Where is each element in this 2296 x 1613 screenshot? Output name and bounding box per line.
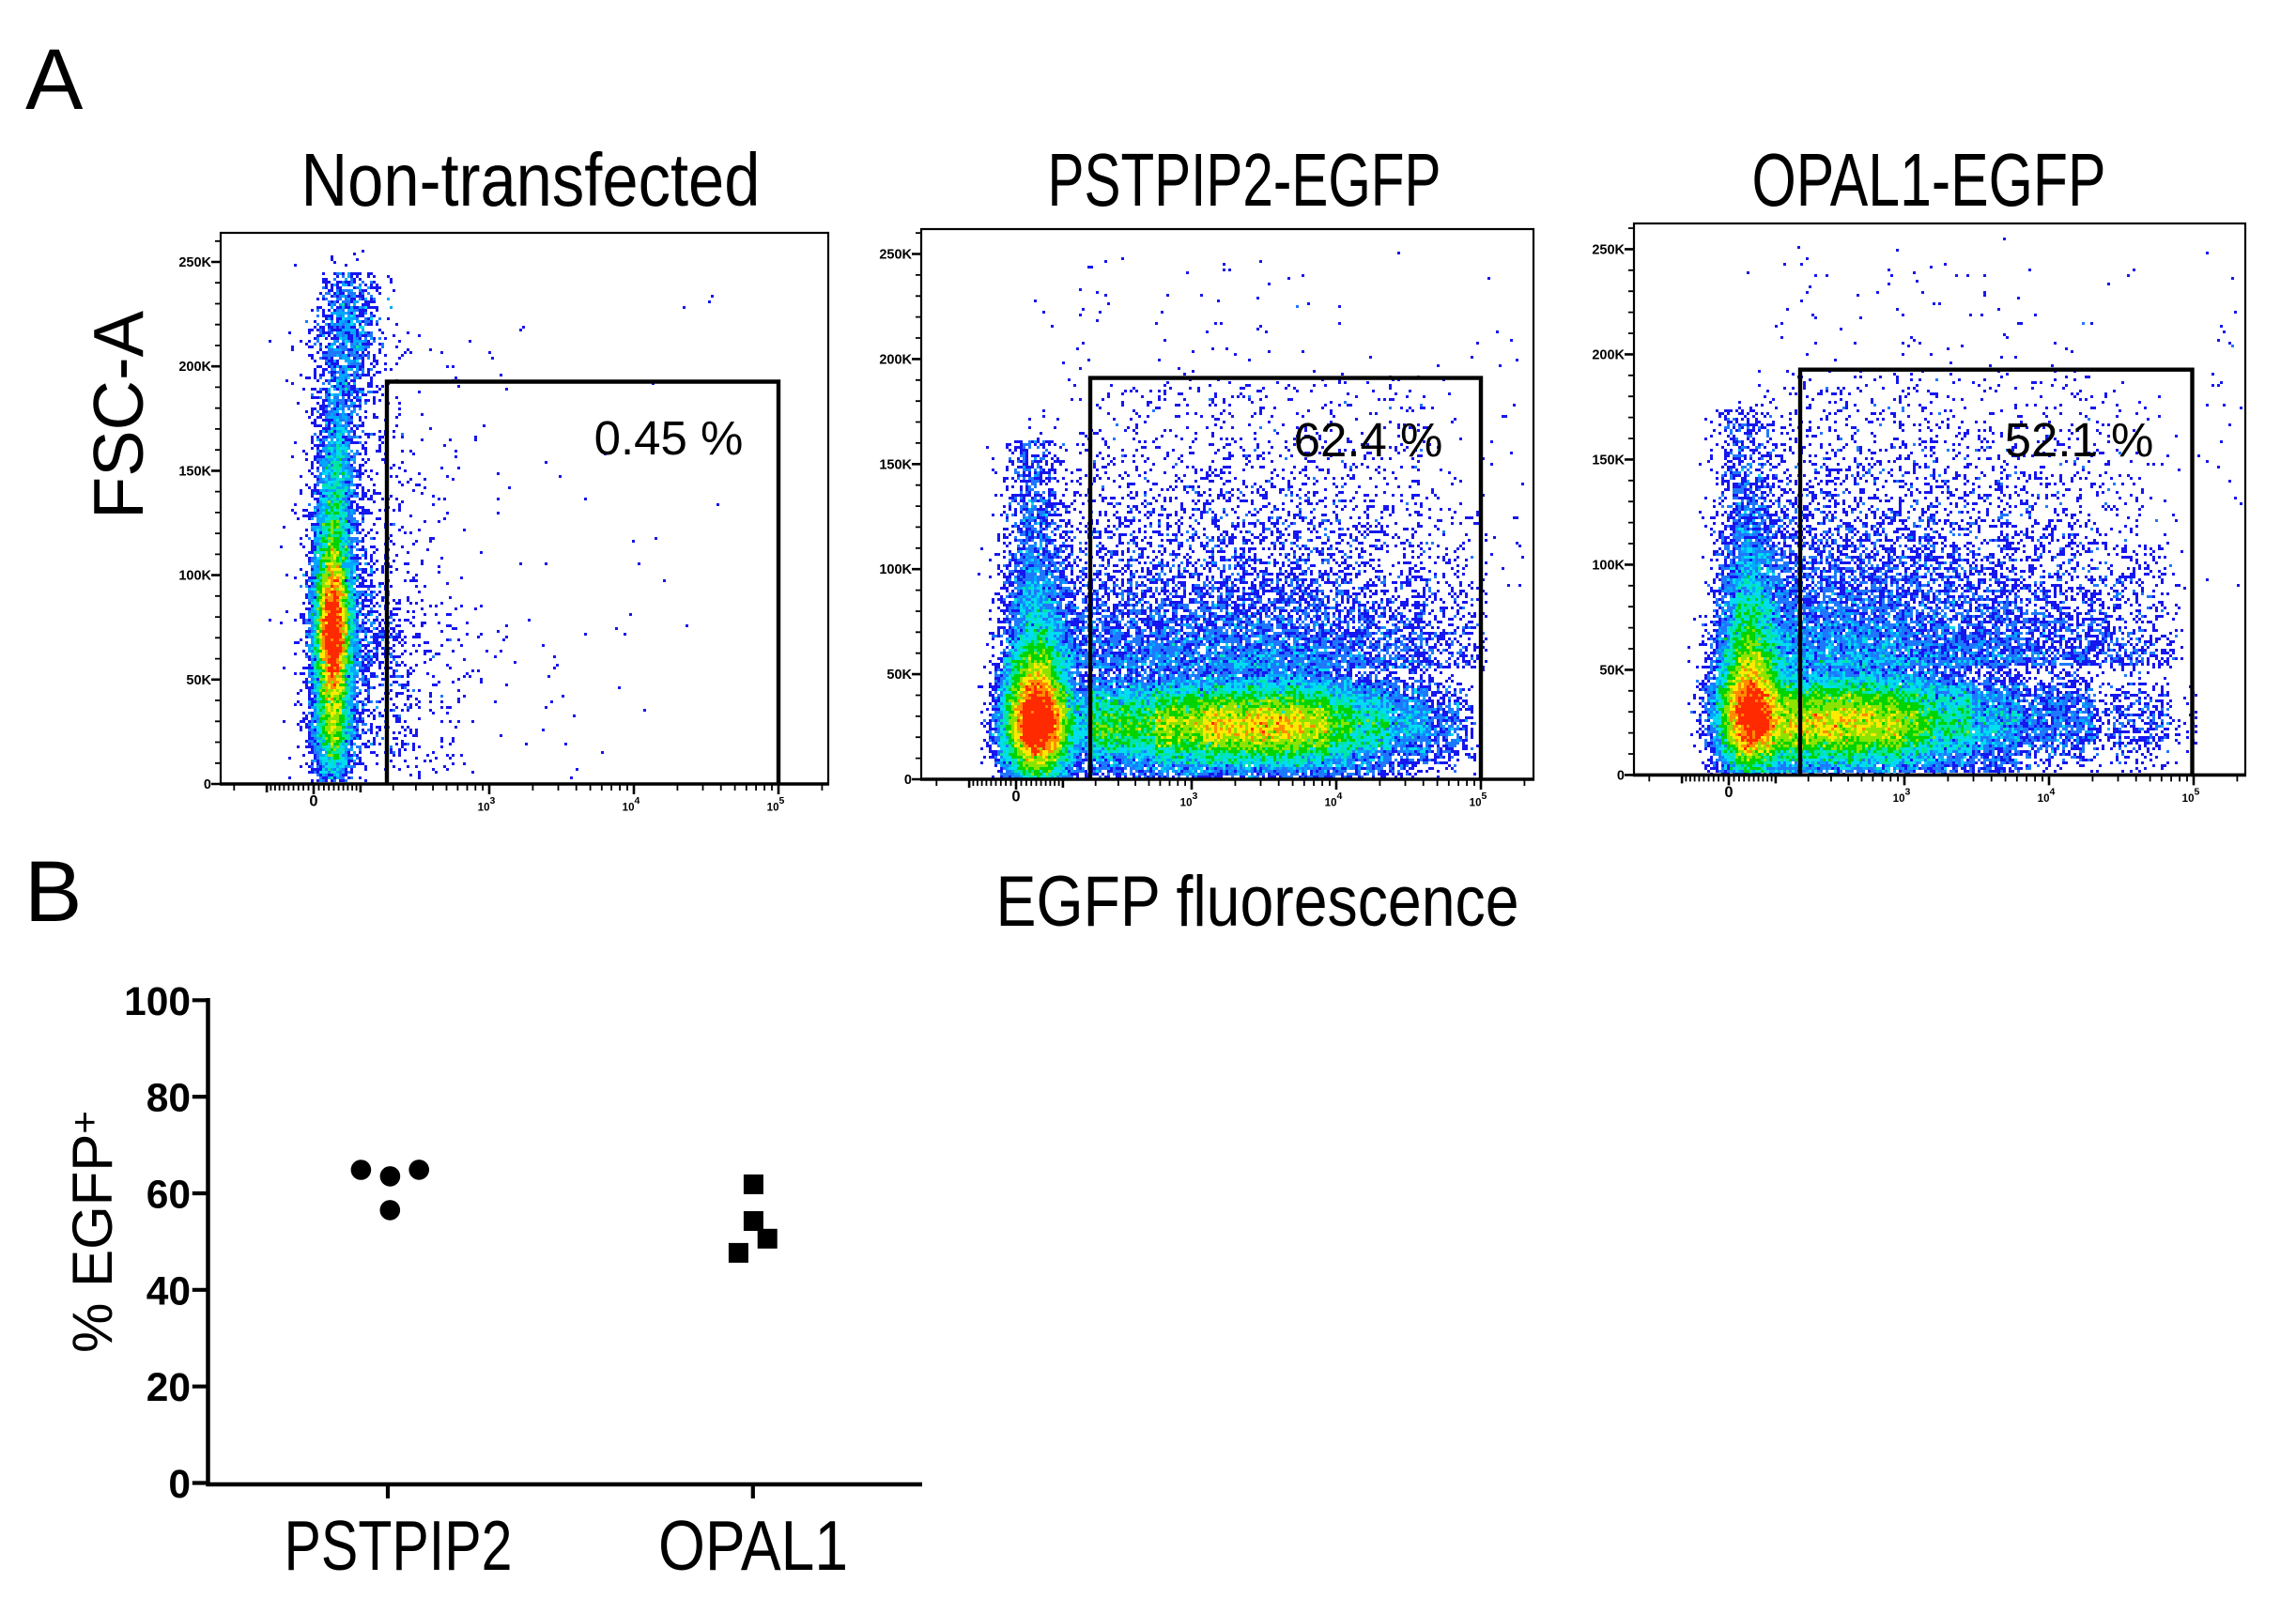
svg-text:200K: 200K bbox=[178, 360, 211, 375]
svg-text:200K: 200K bbox=[1592, 347, 1625, 362]
svg-text:A: A bbox=[25, 32, 84, 128]
svg-text:150K: 150K bbox=[1592, 453, 1625, 468]
svg-text:60: 60 bbox=[146, 1174, 191, 1218]
svg-text:52.1 %: 52.1 % bbox=[2005, 413, 2154, 467]
svg-text:50K: 50K bbox=[186, 673, 211, 688]
svg-text:PSTPIP2: PSTPIP2 bbox=[285, 1506, 513, 1585]
svg-text:250K: 250K bbox=[1592, 242, 1625, 257]
svg-text:0: 0 bbox=[168, 1463, 191, 1507]
svg-text:200K: 200K bbox=[879, 352, 912, 367]
svg-text:40: 40 bbox=[146, 1269, 191, 1313]
svg-text:OPAL1-EGFP: OPAL1-EGFP bbox=[1752, 138, 2106, 222]
svg-text:0: 0 bbox=[204, 777, 211, 792]
svg-text:0: 0 bbox=[1617, 768, 1625, 783]
svg-text:100: 100 bbox=[124, 980, 191, 1024]
svg-text:100K: 100K bbox=[879, 562, 912, 577]
svg-text:0.45 %: 0.45 % bbox=[594, 411, 744, 465]
svg-text:FSC-A: FSC-A bbox=[79, 311, 158, 519]
svg-text:150K: 150K bbox=[879, 457, 912, 472]
svg-text:PSTPIP2-EGFP: PSTPIP2-EGFP bbox=[1048, 138, 1441, 222]
svg-text:% EGFP+: % EGFP+ bbox=[61, 1111, 124, 1353]
svg-text:0: 0 bbox=[1724, 784, 1733, 801]
svg-text:62.4 %: 62.4 % bbox=[1294, 413, 1443, 467]
svg-text:250K: 250K bbox=[879, 248, 912, 263]
svg-text:150K: 150K bbox=[178, 464, 211, 479]
svg-text:50K: 50K bbox=[886, 668, 912, 683]
svg-text:Non-transfected: Non-transfected bbox=[301, 138, 761, 222]
svg-text:100K: 100K bbox=[178, 569, 211, 584]
svg-text:250K: 250K bbox=[178, 255, 211, 270]
svg-text:0: 0 bbox=[309, 793, 317, 810]
svg-text:0: 0 bbox=[904, 773, 912, 788]
svg-text:0: 0 bbox=[1011, 789, 1020, 806]
svg-text:OPAL1: OPAL1 bbox=[658, 1506, 848, 1585]
svg-text:100K: 100K bbox=[1592, 558, 1625, 573]
svg-text:20: 20 bbox=[146, 1366, 191, 1410]
svg-text:50K: 50K bbox=[1599, 663, 1625, 678]
svg-text:EGFP fluorescence: EGFP fluorescence bbox=[996, 862, 1519, 942]
svg-text:B: B bbox=[24, 844, 82, 940]
svg-text:80: 80 bbox=[146, 1077, 191, 1121]
